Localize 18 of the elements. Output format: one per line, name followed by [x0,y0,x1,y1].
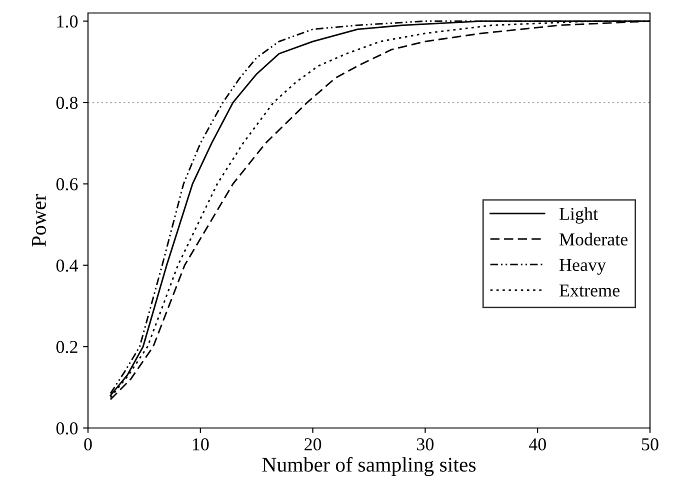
y-tick-label: 0.4 [56,260,78,272]
y-axis-title: Power [32,194,46,247]
y-tick-label: 0.8 [56,96,78,110]
x-axis-title: Number of sampling sites [262,456,476,476]
legend-label: Light [559,207,598,224]
y-tick-label: 0.2 [56,340,78,354]
legend-label: Heavy [559,259,606,275]
y-tick-label: 0.0 [56,422,78,435]
y-tick-label: 1.0 [57,15,78,28]
legend-label: Extreme [559,284,620,297]
x-tick-label: 0 [84,438,92,450]
x-tick-label: 50 [642,438,658,450]
x-tick-label: 40 [528,438,546,450]
y-tick-label: 0.6 [56,178,78,190]
legend-label: Moderate [559,232,628,246]
x-tick-label: 20 [304,438,322,450]
x-tick-label: 10 [192,438,209,450]
x-tick-label: 30 [417,438,434,450]
